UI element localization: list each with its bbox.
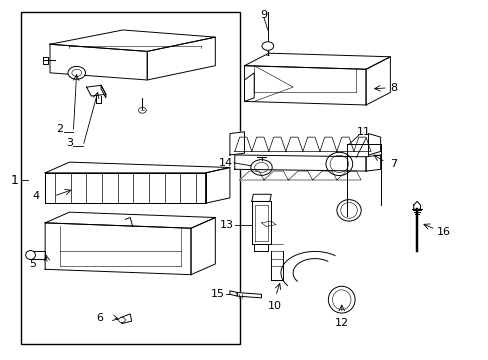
Polygon shape [302,137,319,152]
Text: 11: 11 [356,127,370,137]
Text: 4: 4 [32,191,39,201]
Polygon shape [251,194,271,202]
Text: 14: 14 [218,158,232,168]
Polygon shape [254,244,267,251]
Polygon shape [101,85,106,98]
Polygon shape [234,137,251,152]
Polygon shape [30,251,45,258]
Polygon shape [45,173,205,203]
Polygon shape [366,57,389,105]
Polygon shape [264,171,287,180]
Polygon shape [45,212,215,228]
Polygon shape [147,37,215,80]
Polygon shape [336,171,361,180]
Polygon shape [312,171,336,180]
Polygon shape [366,155,380,171]
Polygon shape [251,202,271,244]
Polygon shape [120,314,131,324]
Polygon shape [244,73,254,102]
Polygon shape [368,134,380,155]
Text: 13: 13 [219,220,233,230]
Circle shape [118,318,125,323]
Circle shape [138,108,146,113]
Polygon shape [237,293,261,298]
Text: 8: 8 [389,83,397,93]
Text: 5: 5 [29,259,36,269]
Polygon shape [268,137,285,152]
Polygon shape [191,217,215,275]
Polygon shape [281,252,334,285]
Polygon shape [86,85,106,96]
Text: 12: 12 [334,318,348,328]
Polygon shape [336,137,353,152]
Polygon shape [42,57,47,64]
Text: 15: 15 [211,289,224,298]
Polygon shape [45,162,229,173]
Polygon shape [205,167,229,203]
Text: 3: 3 [66,138,73,148]
Polygon shape [50,44,147,80]
Polygon shape [229,132,244,155]
Polygon shape [285,137,302,152]
Polygon shape [319,137,336,152]
Text: 2: 2 [57,124,63,134]
Bar [45,173,205,203]
Polygon shape [244,66,366,105]
Polygon shape [234,155,366,171]
Text: 10: 10 [267,301,282,311]
Text: 6: 6 [96,312,103,323]
Bar [21,12,239,344]
Circle shape [262,42,273,50]
Text: 9: 9 [260,10,267,20]
Polygon shape [413,202,420,210]
Circle shape [68,66,85,79]
Text: 16: 16 [436,227,449,237]
Polygon shape [244,53,389,69]
Polygon shape [229,291,237,296]
Ellipse shape [26,251,35,260]
Text: 7: 7 [389,159,397,169]
Text: 1: 1 [11,174,19,186]
Polygon shape [50,30,215,51]
Polygon shape [353,137,370,152]
Polygon shape [45,223,191,275]
Polygon shape [239,171,264,180]
Polygon shape [287,171,312,180]
Polygon shape [251,137,268,152]
